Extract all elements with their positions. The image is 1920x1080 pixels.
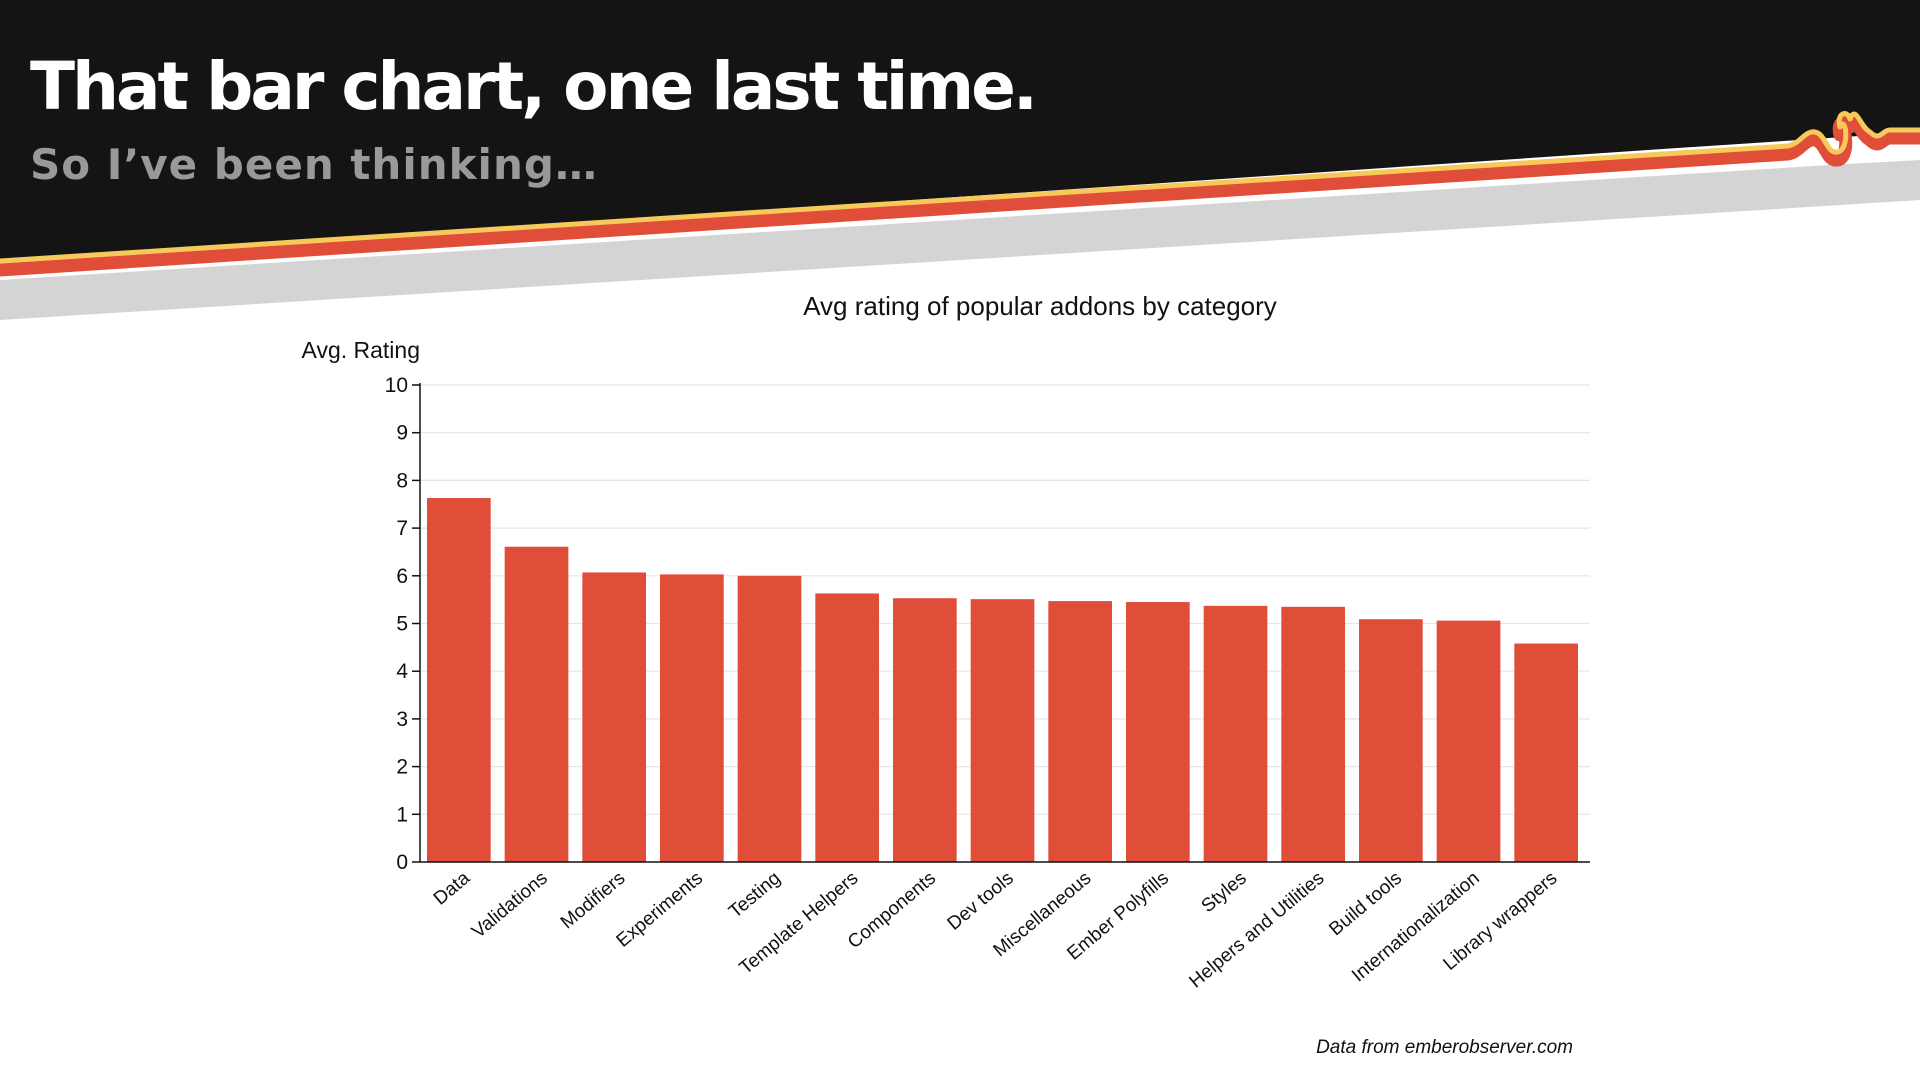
bar xyxy=(660,574,724,862)
x-tick-label: Data xyxy=(430,867,475,909)
y-tick-label: 4 xyxy=(396,660,408,683)
slide-subtitle: So I’ve been thinking… xyxy=(30,140,598,189)
bar xyxy=(1436,620,1501,862)
y-tick-label: 3 xyxy=(396,708,408,731)
x-tick-label: Modifiers xyxy=(557,868,630,934)
y-axis-label: Avg. Rating xyxy=(302,337,420,363)
y-tick-label: 6 xyxy=(396,565,408,588)
x-tick-label: Dev tools xyxy=(944,868,1018,935)
y-axis-ticks: 0 1 2 3 4 5 6 7 8 9 10 xyxy=(385,374,420,874)
bar xyxy=(1359,619,1423,862)
header-background xyxy=(0,0,1920,262)
y-tick-label: 0 xyxy=(396,851,408,874)
bar xyxy=(1048,601,1113,862)
accent-stripe-yellow xyxy=(0,111,1920,264)
bar xyxy=(582,572,647,862)
data-source-note: Data from emberobserver.com xyxy=(1316,1037,1573,1058)
y-tick-label: 5 xyxy=(396,613,408,636)
bar xyxy=(427,498,491,862)
bar xyxy=(893,598,957,862)
y-tick-label: 9 xyxy=(396,422,408,445)
bar xyxy=(737,575,802,862)
bar xyxy=(504,546,569,862)
x-tick-label: Testing xyxy=(725,868,785,923)
gray-band xyxy=(0,160,1920,320)
bar xyxy=(1203,605,1268,862)
bar xyxy=(815,593,880,862)
x-tick-label: Build tools xyxy=(1325,868,1406,940)
accent-stripe-red xyxy=(0,115,1920,277)
y-tick-label: 2 xyxy=(396,756,408,779)
x-tick-label: Helpers and Utilities xyxy=(1185,868,1328,993)
bar xyxy=(1514,643,1579,862)
y-tick-label: 8 xyxy=(396,469,408,492)
y-tick-label: 10 xyxy=(385,374,408,397)
chart-title: Avg rating of popular addons by category xyxy=(803,291,1277,321)
y-tick-label: 1 xyxy=(396,803,408,826)
x-tick-label: Styles xyxy=(1198,868,1251,917)
bar xyxy=(1281,606,1346,862)
x-tick-label: Internationalization xyxy=(1348,868,1484,987)
chart-bars xyxy=(427,498,1579,862)
slide-title: That bar chart, one last time. xyxy=(30,48,1038,125)
x-tick-label: Validations xyxy=(468,868,552,943)
bar xyxy=(970,599,1035,862)
x-tick-label: Experiments xyxy=(613,868,707,952)
y-tick-label: 7 xyxy=(396,517,408,540)
chart-axes xyxy=(419,383,1590,863)
bar xyxy=(1126,602,1190,862)
